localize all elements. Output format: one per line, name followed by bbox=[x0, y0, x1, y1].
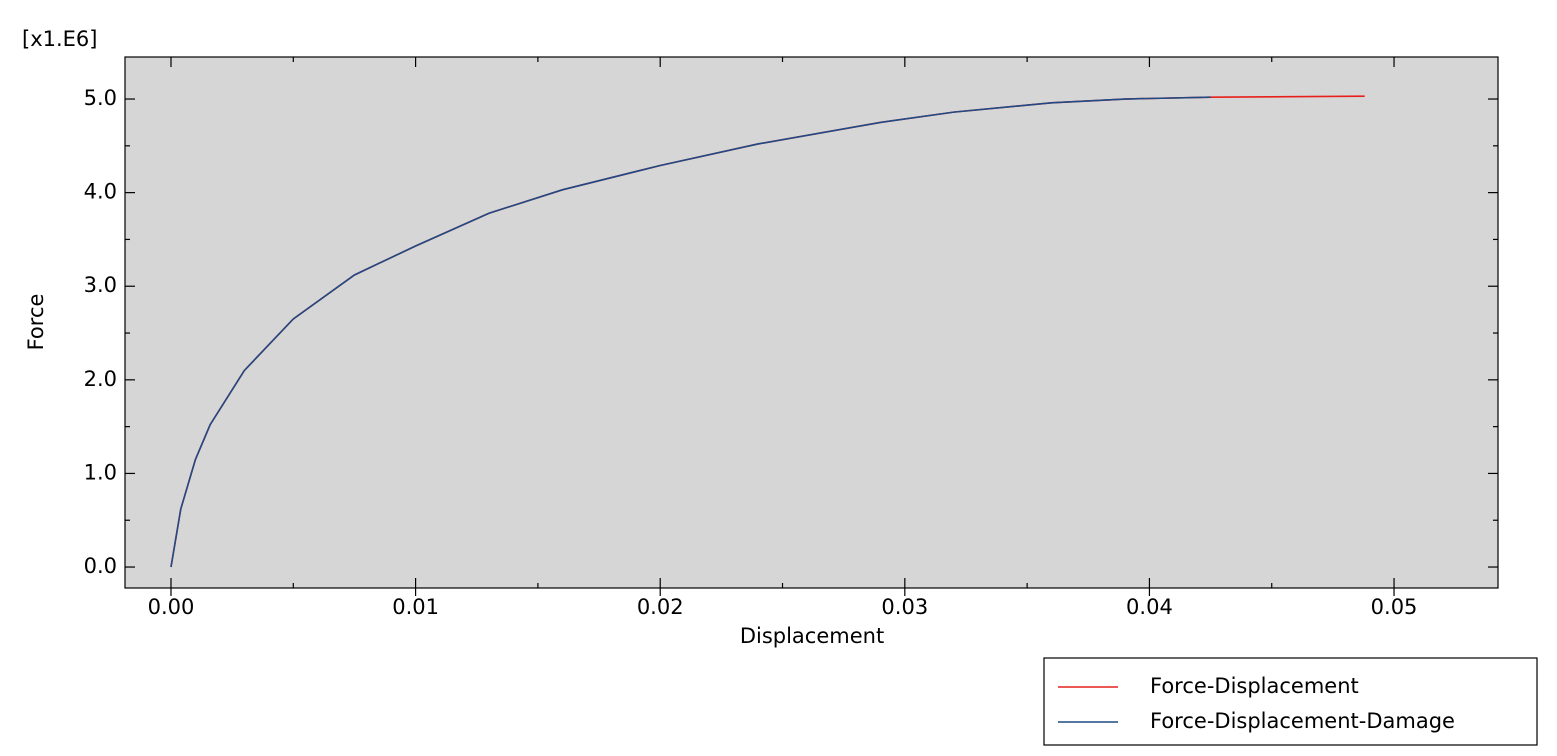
legend-label: Force-Displacement bbox=[1150, 674, 1359, 698]
x-tick-label: 0.03 bbox=[881, 595, 928, 619]
x-tick-label: 0.01 bbox=[392, 595, 439, 619]
y-tick-label: 4.0 bbox=[84, 180, 117, 204]
legend-box bbox=[1043, 657, 1538, 746]
x-tick-label: 0.02 bbox=[637, 595, 684, 619]
legend-label: Force-Displacement-Damage bbox=[1150, 709, 1455, 733]
series-line bbox=[170, 96, 1211, 568]
y-tick-label: 5.0 bbox=[84, 86, 117, 110]
x-tick-label: 0.00 bbox=[148, 595, 195, 619]
x-tick-label: 0.04 bbox=[1126, 595, 1173, 619]
plot-area bbox=[124, 56, 1499, 589]
y-tick-label: 2.0 bbox=[84, 367, 117, 391]
y-axis-label: Force bbox=[24, 294, 48, 351]
y-tick-label: 3.0 bbox=[84, 273, 117, 297]
y-tick-label: 1.0 bbox=[84, 460, 117, 484]
x-axis-label: Displacement bbox=[740, 624, 884, 648]
y-tick-label: 0.0 bbox=[84, 554, 117, 578]
x-tick-label: 0.05 bbox=[1371, 595, 1418, 619]
axis-multiplier: [x1.E6] bbox=[22, 27, 97, 51]
